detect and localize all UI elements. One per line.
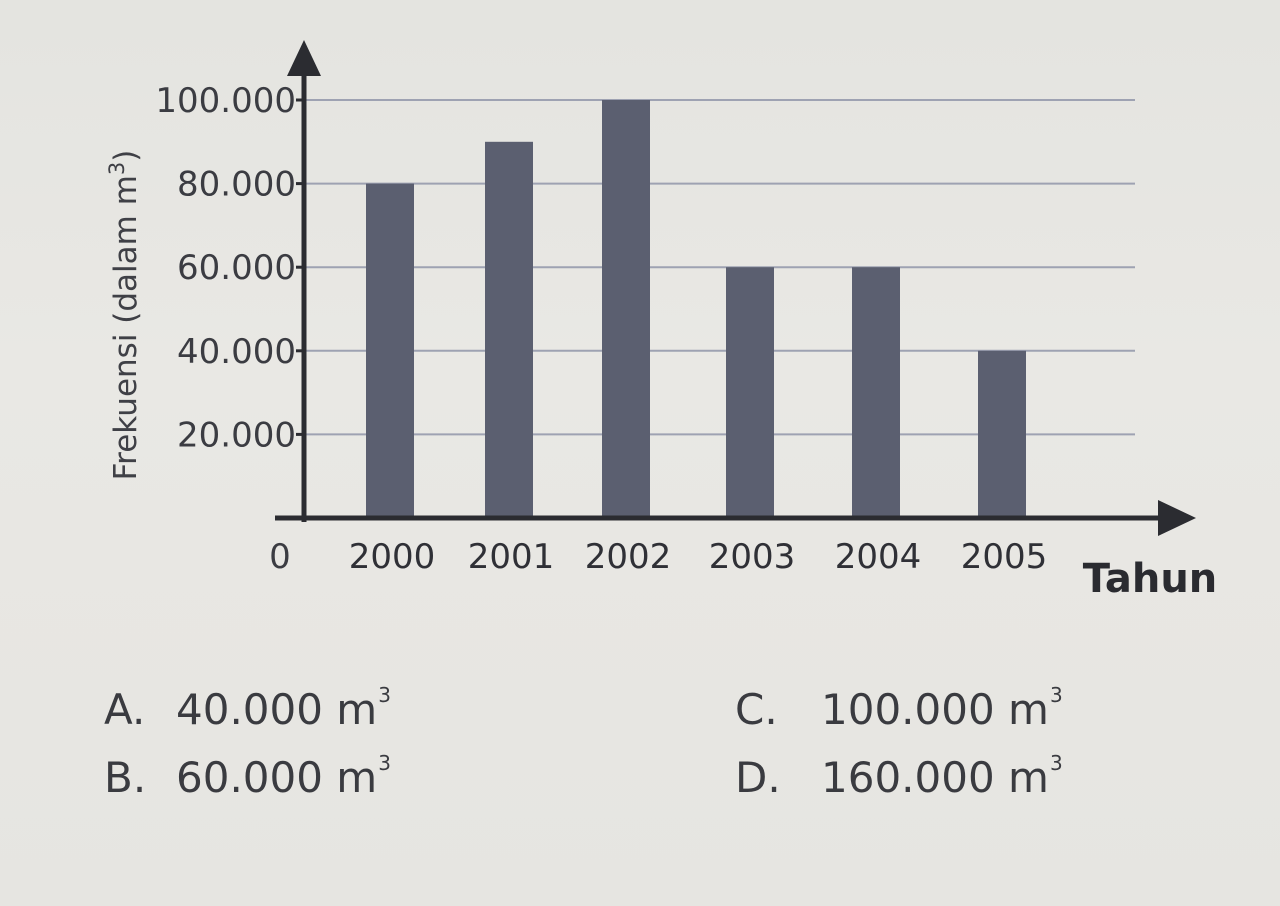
option-b-unit-power: 3 (378, 751, 391, 775)
answer-option-b[interactable]: B. 60.000 m3 (104, 751, 391, 802)
answer-option-d[interactable]: D. 160.000 m3 (735, 751, 1063, 802)
y-tick-labels: 20.000 40.000 60.000 80.000 100.000 (155, 81, 296, 455)
y-axis-title-superscript: 3 (105, 162, 129, 175)
option-a-value: 40.000 m (176, 685, 378, 734)
axes (275, 40, 1196, 536)
option-c-value: 100.000 m (821, 685, 1049, 734)
option-d-unit-power: 3 (1049, 751, 1063, 775)
x-tick-label-2000: 2000 (349, 537, 436, 577)
option-d-letter: D. (735, 753, 781, 802)
y-tick-label: 80.000 (177, 165, 296, 205)
answer-option-a[interactable]: A. 40.000 m3 (104, 683, 391, 734)
option-d-value: 160.000 m (821, 753, 1049, 802)
x-tick-label-2002: 2002 (585, 537, 672, 577)
bar-2005 (978, 350, 1026, 518)
answer-option-c[interactable]: C. 100.000 m3 (735, 683, 1063, 734)
y-tick-label: 40.000 (177, 332, 296, 372)
x-tick-label-2005: 2005 (961, 537, 1048, 577)
x-axis-title: Tahun (1083, 556, 1218, 602)
x-tick-label-2003: 2003 (709, 537, 796, 577)
bar-chart: 20.000 40.000 60.000 80.000 100.000 2000 2001… (105, 40, 1218, 602)
option-c-letter: C. (735, 685, 778, 734)
option-c-unit-power: 3 (1049, 683, 1063, 707)
bar-2003 (726, 267, 774, 518)
bars (366, 100, 1026, 519)
x-tick-label-2001: 2001 (468, 537, 555, 577)
bar-2000 (366, 183, 414, 518)
y-tick-label: 60.000 (177, 248, 296, 288)
option-b-letter: B. (104, 753, 147, 802)
origin-label: 0 (269, 537, 291, 577)
x-axis-arrow (1158, 500, 1196, 536)
y-axis-arrow (287, 40, 321, 76)
y-axis-title-main: Frekuensi (dalam m (108, 175, 144, 480)
x-tick-label-2004: 2004 (835, 537, 922, 577)
x-tick-labels: 2000 2001 2002 2003 2004 2005 (349, 537, 1048, 577)
y-tick-label: 20.000 (177, 415, 296, 455)
y-axis-title-end: ) (108, 150, 144, 162)
option-a-unit-power: 3 (378, 683, 391, 707)
bar-2002 (602, 100, 650, 518)
option-b-value: 60.000 m (176, 753, 378, 802)
y-axis-title: Frekuensi (dalam m3) (105, 150, 144, 481)
option-a-letter: A. (104, 685, 146, 734)
bar-2004 (852, 267, 900, 518)
y-tick-label: 100.000 (155, 81, 296, 121)
bar-2001 (485, 141, 533, 519)
